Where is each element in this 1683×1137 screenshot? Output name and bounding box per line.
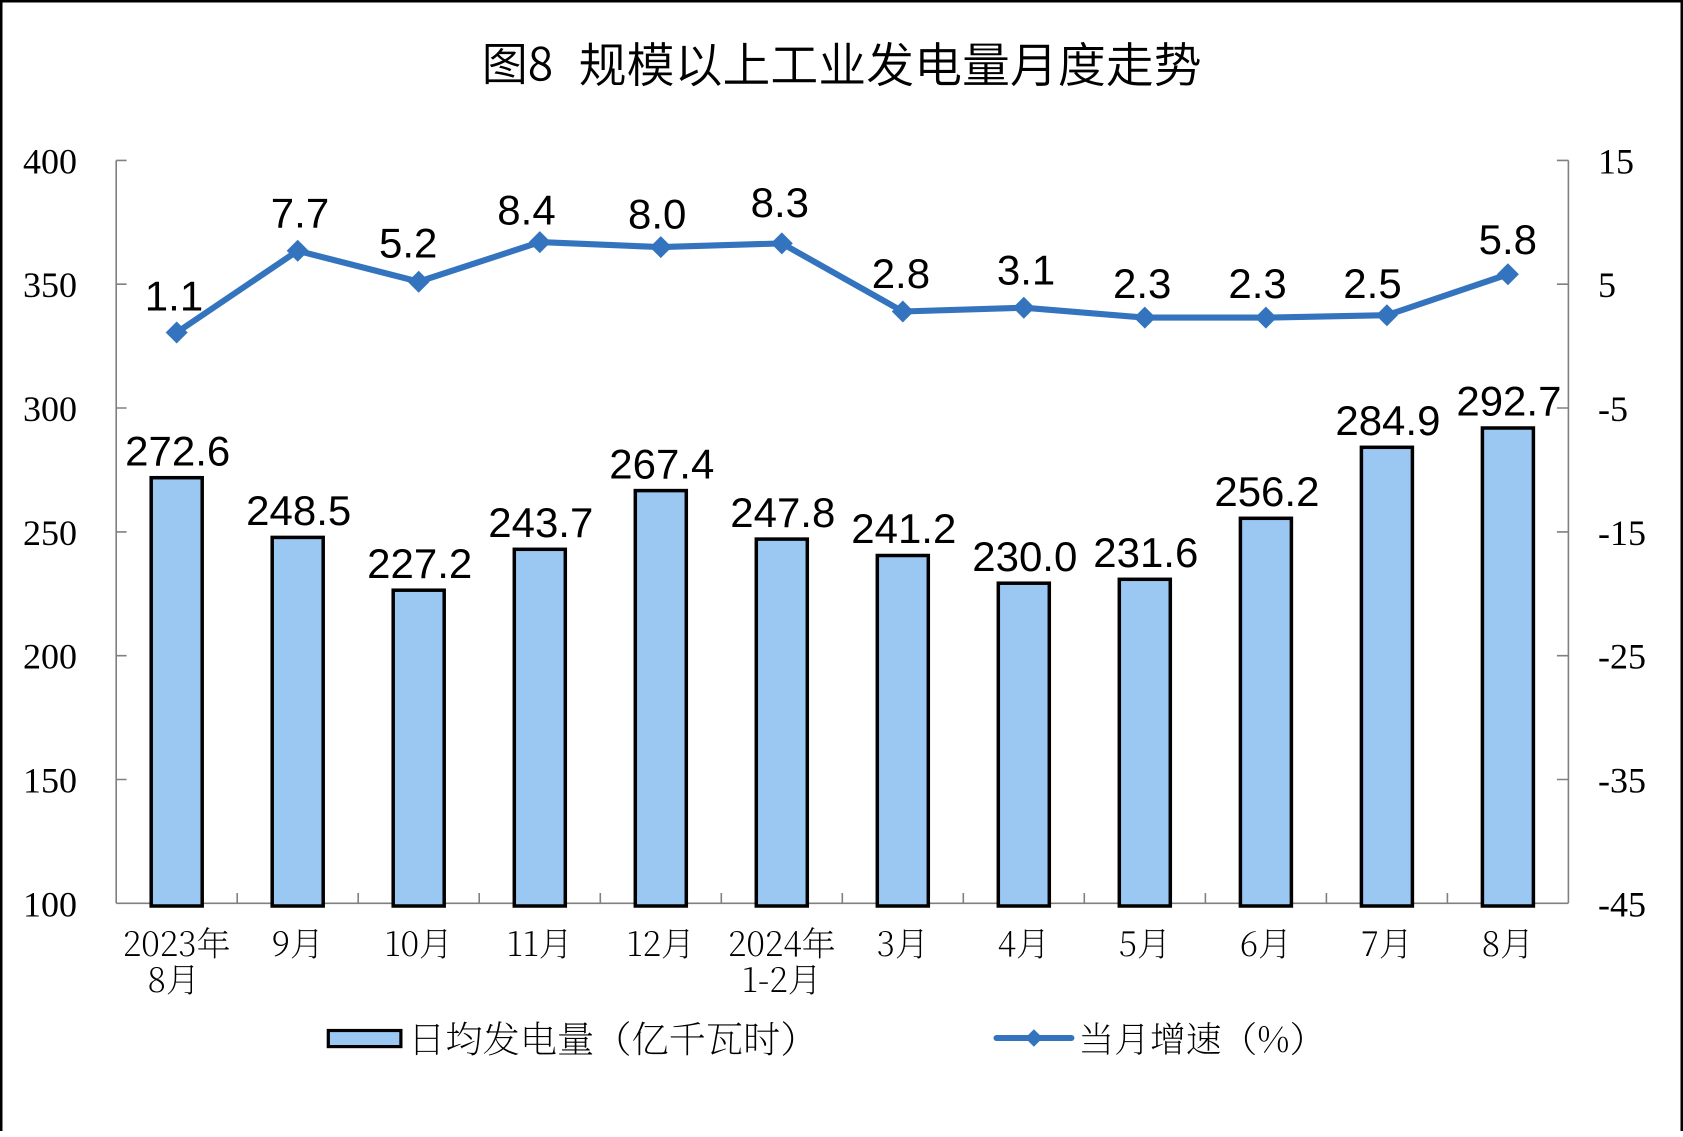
svg-text:267.4: 267.4 [609,440,714,487]
svg-text:8.4: 8.4 [497,186,555,233]
svg-text:3.1: 3.1 [997,247,1055,294]
svg-text:400: 400 [23,141,77,181]
svg-text:272.6: 272.6 [125,427,230,474]
svg-text:7.7: 7.7 [271,190,329,237]
svg-text:256.2: 256.2 [1214,468,1319,515]
svg-text:300: 300 [23,389,77,429]
svg-text:284.9: 284.9 [1335,397,1440,444]
svg-text:150: 150 [23,761,77,801]
svg-text:5: 5 [1598,265,1616,305]
svg-text:-45: -45 [1598,884,1646,924]
svg-text:231.6: 231.6 [1093,529,1198,576]
svg-text:227.2: 227.2 [367,540,472,587]
svg-text:243.7: 243.7 [488,499,593,546]
svg-text:200: 200 [23,637,77,677]
svg-text:247.8: 247.8 [730,489,835,536]
svg-text:241.2: 241.2 [851,505,956,552]
svg-text:1.1: 1.1 [145,273,203,320]
svg-text:2.3: 2.3 [1113,260,1171,307]
svg-text:-15: -15 [1598,513,1646,553]
svg-text:2.3: 2.3 [1228,260,1286,307]
svg-text:15: 15 [1598,141,1634,181]
svg-text:2.8: 2.8 [872,250,930,297]
svg-text:292.7: 292.7 [1456,378,1561,425]
svg-text:230.0: 230.0 [972,533,1077,580]
svg-text:8.0: 8.0 [628,190,686,237]
svg-text:8.3: 8.3 [751,179,809,226]
svg-text:5.8: 5.8 [1479,216,1537,263]
svg-text:-25: -25 [1598,637,1646,677]
svg-text:250: 250 [23,513,77,553]
svg-text:5.2: 5.2 [379,220,437,267]
svg-text:2.5: 2.5 [1343,260,1401,307]
svg-text:350: 350 [23,265,77,305]
svg-text:-35: -35 [1598,761,1646,801]
svg-text:-5: -5 [1598,389,1628,429]
svg-text:248.5: 248.5 [246,487,351,534]
svg-text:100: 100 [23,884,77,924]
